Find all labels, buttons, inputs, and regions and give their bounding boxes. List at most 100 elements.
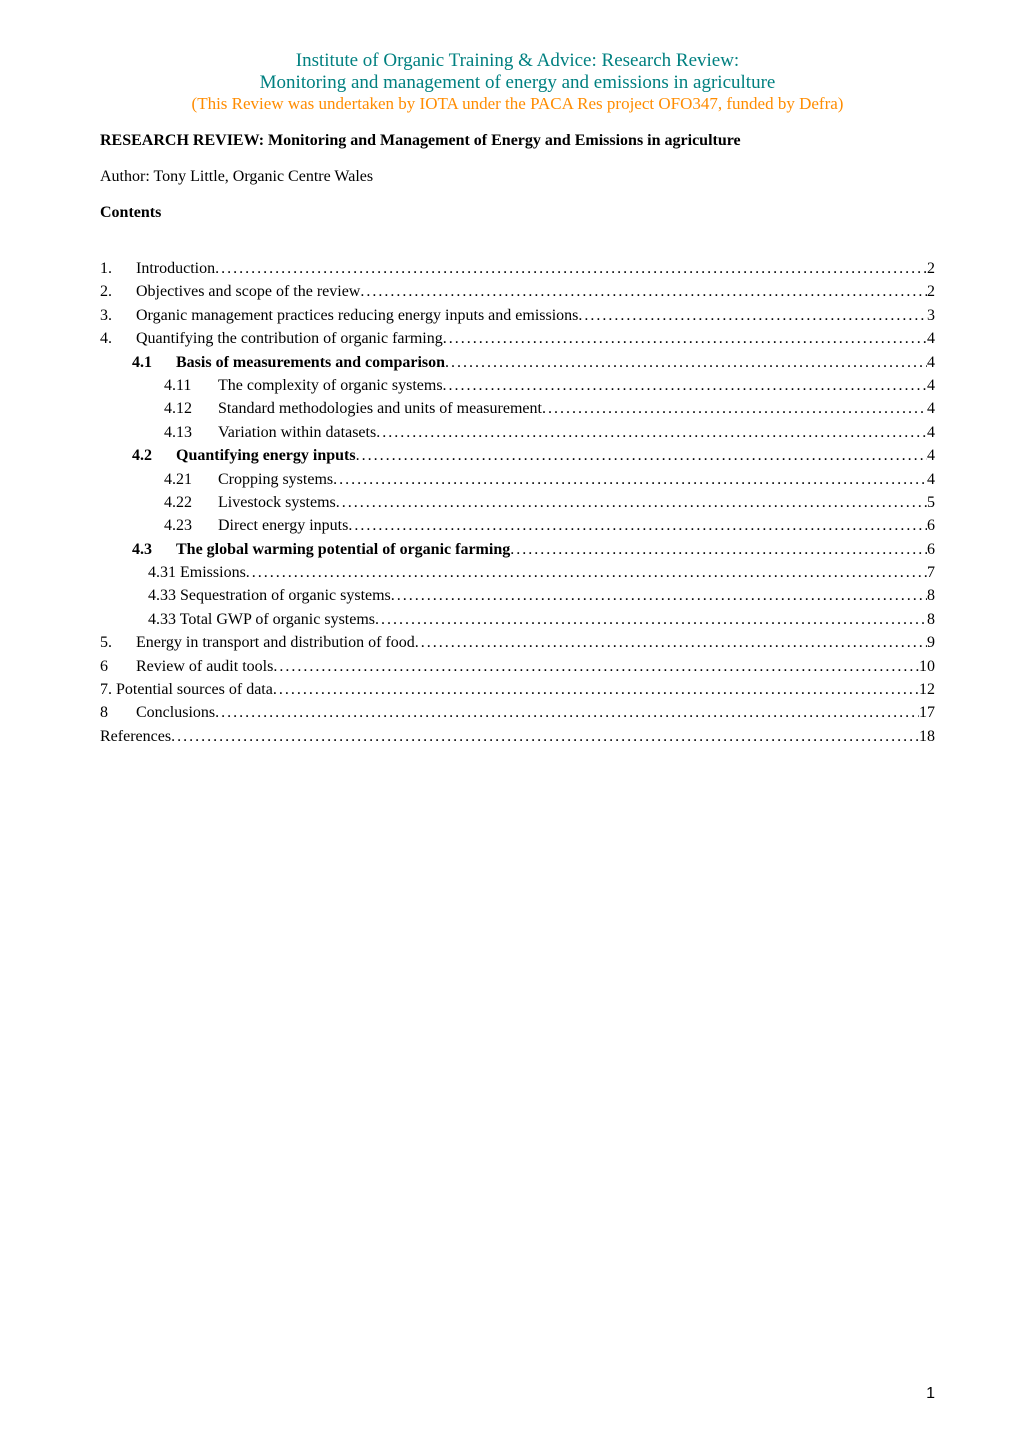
toc-page-number: 2: [927, 258, 935, 280]
toc-leader-dots: [356, 445, 927, 467]
toc-number: 4.12: [164, 398, 218, 420]
toc-number: 4.1: [132, 352, 176, 374]
toc-entry: 5.Energy in transport and distribution o…: [100, 632, 935, 654]
toc-page-number: 3: [927, 305, 935, 327]
toc-text: Basis of measurements and comparison: [176, 352, 445, 374]
toc-leader-dots: [376, 422, 927, 444]
toc-number: 2.: [100, 281, 136, 303]
toc-entry: 2.Objectives and scope of the review2: [100, 281, 935, 303]
toc-page-number: 12: [919, 679, 935, 701]
toc-number: 4.3: [132, 539, 176, 561]
toc-page-number: 8: [927, 609, 935, 631]
toc-text: Direct energy inputs: [218, 515, 348, 537]
toc-text: 4.31 Emissions: [148, 562, 246, 584]
toc-text: The complexity of organic systems: [218, 375, 443, 397]
toc-leader-dots: [542, 398, 927, 420]
toc-entry: 4.Quantifying the contribution of organi…: [100, 328, 935, 350]
toc-entry: 8Conclusions 17: [100, 702, 935, 724]
contents-heading: Contents: [100, 204, 935, 222]
toc-number: 4.: [100, 328, 136, 350]
toc-number: 4.21: [164, 469, 218, 491]
toc-page-number: 10: [919, 656, 935, 678]
toc-entry: 4.12Standard methodologies and units of …: [100, 398, 935, 420]
toc-entry: 4.22Livestock systems5: [100, 492, 935, 514]
header-line-2: Monitoring and management of energy and …: [100, 72, 935, 94]
toc-text: Organic management practices reducing en…: [136, 305, 578, 327]
toc-entry: References 18: [100, 726, 935, 748]
toc-page-number: 4: [927, 352, 935, 374]
header-line-1: Institute of Organic Training & Advice: …: [100, 50, 935, 72]
document-header: Institute of Organic Training & Advice: …: [100, 50, 935, 114]
toc-text: Livestock systems: [218, 492, 336, 514]
toc-text: Cropping systems: [218, 469, 333, 491]
toc-text: Review of audit tools: [136, 656, 273, 678]
toc-page-number: 4: [927, 469, 935, 491]
toc-page-number: 6: [927, 539, 935, 561]
toc-number: 4.22: [164, 492, 218, 514]
toc-leader-dots: [336, 492, 927, 514]
toc-text: Quantifying energy inputs: [176, 445, 356, 467]
toc-leader-dots: [215, 258, 927, 280]
toc-leader-dots: [443, 328, 927, 350]
toc-number: 4.11: [164, 375, 218, 397]
toc-leader-dots: [215, 702, 919, 724]
toc-leader-dots: [578, 305, 927, 327]
toc-text: References: [100, 726, 171, 748]
toc-page-number: 17: [919, 702, 935, 724]
toc-page-number: 4: [927, 398, 935, 420]
toc-text: The global warming potential of organic …: [176, 539, 510, 561]
toc-entry: 4.21Cropping systems 4: [100, 469, 935, 491]
toc-entry: 4.2Quantifying energy inputs4: [100, 445, 935, 467]
toc-leader-dots: [415, 632, 927, 654]
toc-page-number: 9: [927, 632, 935, 654]
page-number: 1: [926, 1385, 935, 1403]
toc-number: 1.: [100, 258, 136, 280]
document-title: RESEARCH REVIEW: Monitoring and Manageme…: [100, 132, 935, 150]
toc-text: Conclusions: [136, 702, 215, 724]
toc-text: Standard methodologies and units of meas…: [218, 398, 542, 420]
toc-entry: 4.23Direct energy inputs6: [100, 515, 935, 537]
toc-entry: 4.1Basis of measurements and comparison 4: [100, 352, 935, 374]
toc-page-number: 18: [919, 726, 935, 748]
toc-entry: 4.13Variation within datasets 4: [100, 422, 935, 444]
toc-text: Quantifying the contribution of organic …: [136, 328, 443, 350]
toc-entry: 7. Potential sources of data 12: [100, 679, 935, 701]
toc-number: 8: [100, 702, 136, 724]
header-line-3: (This Review was undertaken by IOTA unde…: [100, 94, 935, 114]
toc-text: Introduction: [136, 258, 215, 280]
toc-entry: 4.33 Sequestration of organic systems 8: [100, 585, 935, 607]
toc-number: 4.23: [164, 515, 218, 537]
toc-leader-dots: [348, 515, 927, 537]
toc-entry: 4.31 Emissions 7: [100, 562, 935, 584]
toc-page-number: 4: [927, 422, 935, 444]
table-of-contents: 1.Introduction22.Objectives and scope of…: [100, 258, 935, 748]
toc-leader-dots: [443, 375, 927, 397]
toc-leader-dots: [375, 609, 927, 631]
toc-text: 7. Potential sources of data: [100, 679, 273, 701]
toc-entry: 4.33 Total GWP of organic systems 8: [100, 609, 935, 631]
document-author: Author: Tony Little, Organic Centre Wale…: [100, 168, 935, 186]
toc-entry: 3.Organic management practices reducing …: [100, 305, 935, 327]
toc-entry: 4.11The complexity of organic systems 4: [100, 375, 935, 397]
toc-number: 4.13: [164, 422, 218, 444]
toc-leader-dots: [510, 539, 927, 561]
toc-leader-dots: [445, 352, 927, 374]
toc-text: Energy in transport and distribution of …: [136, 632, 415, 654]
toc-text: Variation within datasets: [218, 422, 376, 444]
toc-leader-dots: [391, 585, 927, 607]
toc-page-number: 4: [927, 375, 935, 397]
toc-number: 5.: [100, 632, 136, 654]
toc-page-number: 4: [927, 328, 935, 350]
toc-text: Objectives and scope of the review: [136, 281, 360, 303]
toc-leader-dots: [273, 656, 919, 678]
toc-entry: 4.3The global warming potential of organ…: [100, 539, 935, 561]
toc-text: 4.33 Sequestration of organic systems: [148, 585, 391, 607]
toc-number: 3.: [100, 305, 136, 327]
toc-entry: 6Review of audit tools10: [100, 656, 935, 678]
toc-entry: 1.Introduction 2: [100, 258, 935, 280]
toc-leader-dots: [273, 679, 919, 701]
toc-page-number: 7: [927, 562, 935, 584]
toc-text: 4.33 Total GWP of organic systems: [148, 609, 375, 631]
toc-leader-dots: [171, 726, 919, 748]
toc-page-number: 8: [927, 585, 935, 607]
